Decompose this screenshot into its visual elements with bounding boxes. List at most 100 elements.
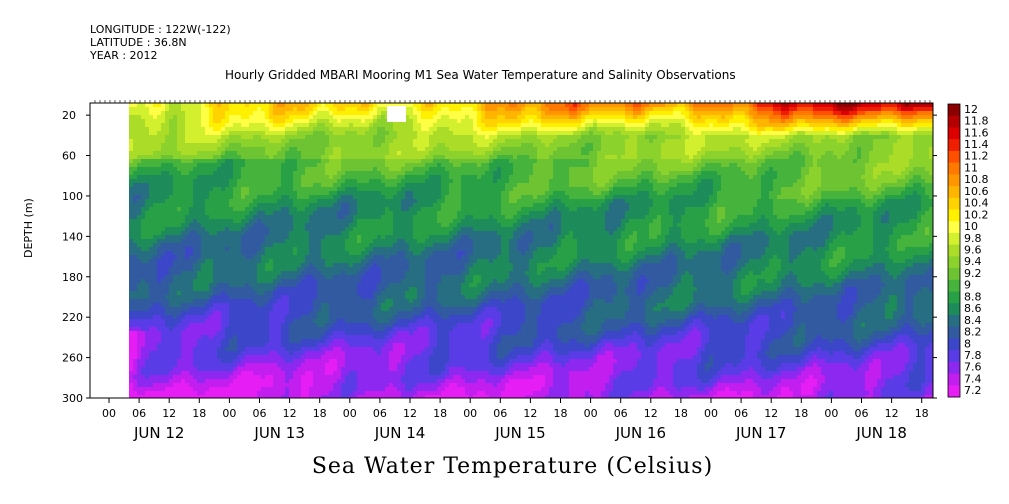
heatmap-cell (177, 279, 181, 283)
heatmap-cell (201, 119, 205, 123)
heatmap-cell (149, 259, 153, 263)
heatmap-cell (217, 271, 221, 275)
heatmap-cell (165, 139, 169, 143)
heatmap-cell (153, 311, 157, 315)
heatmap-cell (365, 323, 369, 327)
heatmap-cell (165, 143, 169, 147)
heatmap-cell (309, 247, 313, 251)
heatmap-cell (357, 191, 361, 195)
heatmap-cell (145, 183, 149, 187)
heatmap-cell (177, 175, 181, 179)
heatmap-cell (393, 287, 397, 291)
heatmap-cell (297, 383, 301, 387)
heatmap-cell (241, 387, 245, 391)
heatmap-cell (301, 363, 305, 367)
heatmap-cell (321, 275, 325, 279)
heatmap-cell (149, 179, 153, 183)
heatmap-cell (337, 199, 341, 203)
heatmap-cell (381, 223, 385, 227)
heatmap-cell (221, 151, 225, 155)
heatmap-cell (221, 283, 225, 287)
heatmap-cell (205, 127, 209, 131)
heatmap-cell (365, 203, 369, 207)
heatmap-cell (349, 235, 353, 239)
heatmap-cell (389, 175, 393, 179)
heatmap-cell (169, 367, 173, 371)
heatmap-cell (373, 335, 377, 339)
heatmap-cell (165, 111, 169, 115)
heatmap-cell (365, 335, 369, 339)
heatmap-cell (317, 251, 321, 255)
heatmap-cell (221, 207, 225, 211)
heatmap-cell (173, 191, 177, 195)
heatmap-cell (321, 175, 325, 179)
heatmap-cell (185, 339, 189, 343)
heatmap-cell (161, 391, 165, 395)
heatmap-cell (165, 243, 169, 247)
heatmap-cell (321, 367, 325, 371)
heatmap-cell (381, 111, 385, 115)
heatmap-cell (193, 359, 197, 363)
heatmap-cell (201, 379, 205, 383)
heatmap-cell (393, 387, 397, 391)
heatmap-cell (269, 187, 273, 191)
heatmap-cell (357, 131, 361, 135)
heatmap-cell (213, 375, 217, 379)
heatmap-cell (381, 299, 385, 303)
heatmap-cell (237, 107, 241, 111)
heatmap-cell (309, 223, 313, 227)
heatmap-cell (217, 391, 221, 395)
heatmap-cell (325, 387, 329, 391)
heatmap-cell (197, 235, 201, 239)
heatmap-cell (313, 239, 317, 243)
heatmap-cell (393, 263, 397, 267)
heatmap-cell (385, 287, 389, 291)
heatmap-cell (161, 275, 165, 279)
heatmap-cell (241, 207, 245, 211)
heatmap-cell (141, 363, 145, 367)
heatmap-cell (233, 267, 237, 271)
heatmap-cell (313, 247, 317, 251)
heatmap-cell (273, 307, 277, 311)
heatmap-cell (369, 123, 373, 127)
heatmap-cell (313, 223, 317, 227)
heatmap-cell (341, 303, 345, 307)
heatmap-cell (317, 159, 321, 163)
heatmap-cell (169, 327, 173, 331)
heatmap-cell (389, 287, 393, 291)
heatmap-cell (273, 343, 277, 347)
heatmap-cell (141, 375, 145, 379)
heatmap-cell (321, 343, 325, 347)
heatmap-cell (349, 199, 353, 203)
heatmap-cell (189, 391, 193, 395)
heatmap-cell (233, 251, 237, 255)
heatmap-cell (385, 211, 389, 215)
heatmap-cell (149, 223, 153, 227)
heatmap-cell (265, 379, 269, 383)
heatmap-cell (393, 187, 397, 191)
heatmap-cell (229, 375, 233, 379)
heatmap-cell (261, 215, 265, 219)
heatmap-cell (237, 179, 241, 183)
heatmap-cell (341, 119, 345, 123)
heatmap-cell (365, 359, 369, 363)
heatmap-cell (229, 371, 233, 375)
heatmap-cell (361, 115, 365, 119)
heatmap-cell (285, 187, 289, 191)
heatmap-cell (225, 295, 229, 299)
heatmap-cell (177, 343, 181, 347)
heatmap-cell (205, 271, 209, 275)
heatmap-cell (313, 339, 317, 343)
heatmap-cell (349, 239, 353, 243)
heatmap-cell (353, 151, 357, 155)
heatmap-cell (321, 279, 325, 283)
heatmap-cell (185, 135, 189, 139)
heatmap-cell (129, 391, 133, 395)
heatmap-cell (169, 123, 173, 127)
heatmap-cell (345, 331, 349, 335)
heatmap-cell (377, 255, 381, 259)
heatmap-cell (233, 315, 237, 319)
heatmap-cell (133, 223, 137, 227)
heatmap-cell (281, 203, 285, 207)
heatmap-cell (197, 387, 201, 391)
